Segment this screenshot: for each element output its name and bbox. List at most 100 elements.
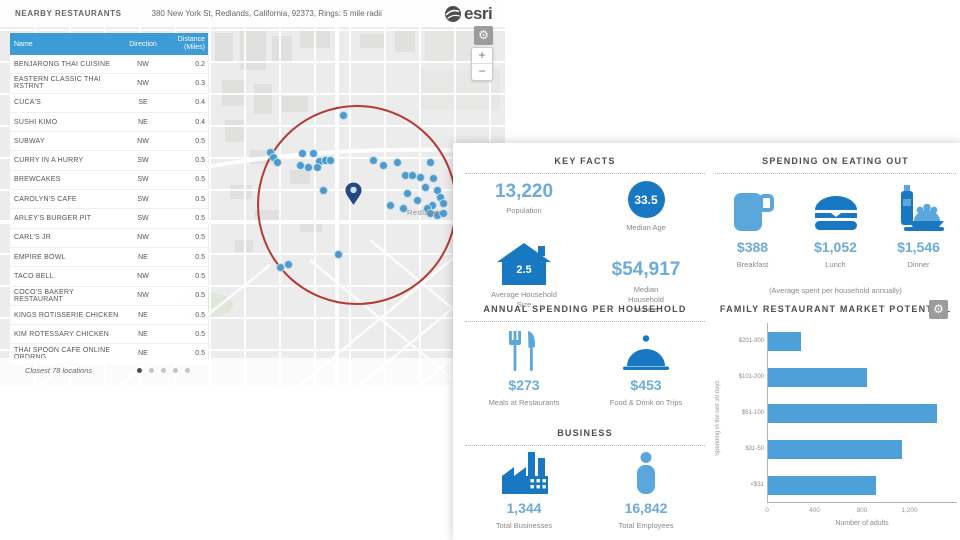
restaurant-dot[interactable] [308,148,318,158]
total-employees-value: 16,842 [624,500,668,516]
chart-category-label: $201-300 [738,338,764,344]
restaurant-name: CUCA'S [14,99,42,107]
zoom-in-button[interactable]: + [472,48,492,64]
map-settings-gear-button[interactable]: ⚙ [474,26,493,45]
dinner-value: $1,546 [897,239,940,255]
median-income-label: Median Household Income [628,285,664,315]
restaurant-direction: NE [138,253,148,261]
restaurant-distance: 0.3 [195,79,205,87]
restaurant-dot[interactable] [392,157,402,167]
closest-locations-label: Closest 78 locations [25,366,93,375]
table-row[interactable]: CAROLYN'S CAFE SW 0.5 [10,190,208,210]
restaurant-name: CAROLYN'S CAFE [14,195,77,203]
table-row[interactable]: BENJARONG THAI CUISINE NW 0.2 [10,55,208,75]
restaurant-distance: 0.4 [195,118,205,126]
map-zoom-control: + − [471,47,493,81]
business-title: BUSINESS [557,428,613,438]
restaurant-dot[interactable] [318,185,328,195]
chart-bar-row: $201-300 [739,323,957,359]
restaurant-dot[interactable] [295,160,305,170]
restaurant-name: CARL'S JR [14,234,51,242]
restaurant-dot[interactable] [368,155,378,165]
chart-category-label: $101-200 [738,374,764,380]
table-row[interactable]: COCO'S BAKERY RESTAURANT NW 0.5 [10,286,208,306]
restaurant-distance: 0.5 [195,311,205,319]
chart-x-tick-label: 400 [809,507,820,514]
table-row[interactable]: EASTERN CLASSIC THAI RSTRNT NW 0.3 [10,74,208,94]
location-pin-icon[interactable] [345,182,362,205]
restaurant-direction: SW [137,215,149,223]
table-row[interactable]: ARLEY'S BURGER PIT SW 0.5 [10,209,208,229]
globe-icon [445,6,461,22]
chart-x-tick-label: 800 [856,507,868,514]
restaurant-dot[interactable] [297,148,307,158]
page-title: NEARBY RESTAURANTS [15,9,122,18]
total-employees-stat: 16,842 Total Employees [585,452,707,531]
table-row[interactable]: CUCA'S SE 0.4 [10,93,208,113]
table-row[interactable]: EMPIRE BOWL NE 0.5 [10,247,208,268]
bar-chart: Spending in the last 30 days $201-300 $10… [715,323,958,535]
restaurant-dot[interactable] [385,200,395,210]
restaurant-distance: 0.5 [195,234,205,242]
median-income-value: $54,917 [611,259,681,281]
chart-category-label: $51-100 [741,410,764,416]
map-header-bar: NEARBY RESTAURANTS 380 New York St, Redl… [0,0,505,27]
restaurant-name: TACO BELL [14,272,54,280]
restaurant-dot[interactable] [420,182,430,192]
restaurant-direction: NE [138,330,148,338]
lunch-stat: $1,052 Lunch [794,183,877,270]
infographic-panel: KEY FACTS 13,220 Population 33.5 Median … [453,143,960,540]
table-row[interactable]: BREWCAKES SW 0.5 [10,170,208,191]
restaurant-direction: NE [138,350,148,358]
annual-spending-title: ANNUAL SPENDING PER HOUSEHOLD [483,304,687,314]
restaurant-dot[interactable] [312,162,322,172]
restaurant-dot[interactable] [428,173,438,183]
person-icon [637,452,655,494]
table-row[interactable]: KIM ROTESSARY CHICKEN NE 0.5 [10,325,208,345]
page-dot[interactable] [161,368,166,373]
map-canvas[interactable]: Redlands NEARBY RESTAURANTS 380 New York… [0,0,505,385]
restaurant-dot[interactable] [333,249,343,259]
table-row[interactable]: CURRY IN A HURRY SW 0.5 [10,151,208,171]
restaurant-dot[interactable] [338,110,348,120]
restaurant-dot[interactable] [283,259,293,269]
page-dot[interactable] [149,368,154,373]
median-age-value: 33.5 [634,192,658,207]
page-dot[interactable] [173,368,178,373]
restaurant-distance: 0.4 [195,99,205,107]
restaurant-direction: SW [137,157,149,165]
divider [465,321,705,322]
table-row[interactable]: TACO BELL NW 0.5 [10,267,208,287]
restaurant-dot[interactable] [425,157,435,167]
median-age-label: Median Age [626,223,666,232]
map-place-label: Redlands [407,208,443,217]
restaurant-dot[interactable] [415,172,425,182]
restaurant-name: EMPIRE BOWL [14,253,66,261]
table-row[interactable]: CARL'S JR NW 0.5 [10,228,208,248]
restaurant-distance: 0.5 [195,330,205,338]
restaurant-dot[interactable] [438,208,448,218]
zoom-out-button[interactable]: − [478,64,486,78]
dinner-icon [900,185,944,231]
key-facts-title: KEY FACTS [554,156,616,166]
restaurant-dot[interactable] [303,162,313,172]
restaurant-dot[interactable] [398,203,408,213]
restaurant-dot[interactable] [412,195,422,205]
table-row[interactable]: SUBWAY NW 0.5 [10,132,208,152]
chart-settings-gear-button[interactable]: ⚙ [929,300,948,319]
divider [465,173,705,174]
page-dot[interactable] [185,368,190,373]
table-row[interactable]: SUSHI KIMO NE 0.4 [10,112,208,133]
esri-logo-text: esri [464,4,493,23]
restaurant-dot[interactable] [402,188,412,198]
population-value: 13,220 [494,181,554,202]
restaurant-dot[interactable] [325,155,335,165]
restaurant-dot[interactable] [378,160,388,170]
restaurant-name: BENJARONG THAI CUISINE [14,60,111,68]
restaurant-dot[interactable] [438,198,448,208]
restaurant-dot[interactable] [272,157,282,167]
table-row[interactable]: KINGS ROTISSERIE CHICKEN NE 0.5 [10,305,208,326]
chart-bar [768,367,867,387]
lunch-value: $1,052 [814,239,857,255]
page-dot[interactable] [137,368,142,373]
